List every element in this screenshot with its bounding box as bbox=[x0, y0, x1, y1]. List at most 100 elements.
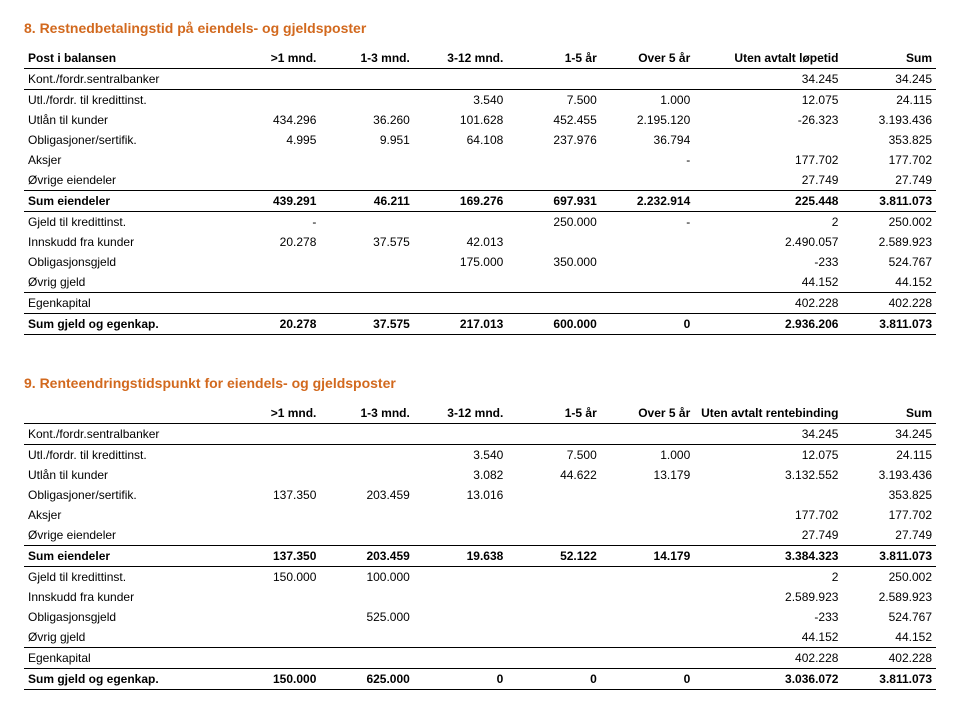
cell: 150.000 bbox=[227, 669, 320, 690]
cell: 27.749 bbox=[694, 525, 842, 546]
row-label: Øvrig gjeld bbox=[24, 272, 227, 293]
row-label: Utlån til kunder bbox=[24, 110, 227, 130]
col-header: 3-12 mnd. bbox=[414, 48, 507, 69]
cell bbox=[414, 424, 507, 445]
cell: 169.276 bbox=[414, 191, 507, 212]
cell bbox=[320, 505, 413, 525]
row-label: Øvrige eiendeler bbox=[24, 525, 227, 546]
col-header bbox=[24, 403, 227, 424]
cell bbox=[414, 150, 507, 170]
cell bbox=[320, 424, 413, 445]
cell bbox=[227, 272, 320, 293]
row-label: Øvrig gjeld bbox=[24, 627, 227, 648]
cell bbox=[414, 212, 507, 233]
cell: 44.152 bbox=[694, 272, 842, 293]
cell: 24.115 bbox=[842, 445, 936, 466]
table-row: Sum gjeld og egenkap.150.000625.0000003.… bbox=[24, 669, 936, 690]
cell: 217.013 bbox=[414, 314, 507, 335]
table-row: Øvrig gjeld44.15244.152 bbox=[24, 272, 936, 293]
cell bbox=[227, 170, 320, 191]
row-label: Gjeld til kredittinst. bbox=[24, 567, 227, 588]
cell bbox=[227, 424, 320, 445]
cell bbox=[601, 293, 694, 314]
cell bbox=[320, 587, 413, 607]
cell: 2.589.923 bbox=[694, 587, 842, 607]
cell: 100.000 bbox=[320, 567, 413, 588]
cell: 27.749 bbox=[842, 170, 936, 191]
cell bbox=[601, 525, 694, 546]
col-header: 1-5 år bbox=[507, 403, 600, 424]
row-label: Sum gjeld og egenkap. bbox=[24, 669, 227, 690]
cell: 4.995 bbox=[227, 130, 320, 150]
cell: 137.350 bbox=[227, 546, 320, 567]
cell bbox=[320, 293, 413, 314]
cell bbox=[320, 90, 413, 111]
cell bbox=[320, 525, 413, 546]
cell: 37.575 bbox=[320, 314, 413, 335]
cell bbox=[507, 424, 600, 445]
cell: 44.622 bbox=[507, 465, 600, 485]
col-header: Over 5 år bbox=[601, 48, 694, 69]
row-label: Kont./fordr.sentralbanker bbox=[24, 69, 227, 90]
row-label: Sum eiendeler bbox=[24, 546, 227, 567]
cell: 203.459 bbox=[320, 546, 413, 567]
cell: 34.245 bbox=[694, 69, 842, 90]
cell bbox=[320, 648, 413, 669]
cell: 1.000 bbox=[601, 90, 694, 111]
cell bbox=[320, 252, 413, 272]
cell bbox=[414, 587, 507, 607]
cell bbox=[414, 505, 507, 525]
cell: 46.211 bbox=[320, 191, 413, 212]
cell bbox=[227, 150, 320, 170]
row-label: Obligasjonsgjeld bbox=[24, 607, 227, 627]
cell: 625.000 bbox=[320, 669, 413, 690]
cell bbox=[320, 212, 413, 233]
cell: 9.951 bbox=[320, 130, 413, 150]
cell: 150.000 bbox=[227, 567, 320, 588]
row-label: Utlån til kunder bbox=[24, 465, 227, 485]
cell: 36.260 bbox=[320, 110, 413, 130]
cell: 19.638 bbox=[414, 546, 507, 567]
cell: 0 bbox=[601, 314, 694, 335]
cell: 3.811.073 bbox=[842, 669, 936, 690]
row-label: Innskudd fra kunder bbox=[24, 232, 227, 252]
cell: -233 bbox=[694, 607, 842, 627]
cell: 177.702 bbox=[842, 505, 936, 525]
cell: 600.000 bbox=[507, 314, 600, 335]
cell bbox=[601, 607, 694, 627]
row-label: Innskudd fra kunder bbox=[24, 587, 227, 607]
cell bbox=[507, 69, 600, 90]
cell bbox=[414, 627, 507, 648]
cell bbox=[227, 293, 320, 314]
cell bbox=[414, 648, 507, 669]
table-row: Obligasjonsgjeld525.000-233524.767 bbox=[24, 607, 936, 627]
row-label: Øvrige eiendeler bbox=[24, 170, 227, 191]
cell bbox=[227, 445, 320, 466]
table-row: Obligasjoner/sertifik.4.9959.95164.10823… bbox=[24, 130, 936, 150]
cell: 34.245 bbox=[842, 69, 936, 90]
cell: 3.132.552 bbox=[694, 465, 842, 485]
col-header: 1-3 mnd. bbox=[320, 403, 413, 424]
cell bbox=[320, 465, 413, 485]
row-label: Utl./fordr. til kredittinst. bbox=[24, 90, 227, 111]
cell bbox=[414, 170, 507, 191]
section9-title: 9. Renteendringstidspunkt for eiendels- … bbox=[24, 375, 936, 391]
table-row: Egenkapital402.228402.228 bbox=[24, 648, 936, 669]
cell bbox=[227, 90, 320, 111]
section9-table: >1 mnd.1-3 mnd.3-12 mnd.1-5 årOver 5 årU… bbox=[24, 403, 936, 690]
col-header: 1-5 år bbox=[507, 48, 600, 69]
cell: 27.749 bbox=[694, 170, 842, 191]
cell: 42.013 bbox=[414, 232, 507, 252]
cell bbox=[320, 150, 413, 170]
row-label: Egenkapital bbox=[24, 293, 227, 314]
cell: 12.075 bbox=[694, 90, 842, 111]
cell: 237.976 bbox=[507, 130, 600, 150]
col-header: >1 mnd. bbox=[227, 48, 320, 69]
cell: 250.000 bbox=[507, 212, 600, 233]
cell: 13.016 bbox=[414, 485, 507, 505]
cell: 524.767 bbox=[842, 607, 936, 627]
cell: 2.232.914 bbox=[601, 191, 694, 212]
table-row: Egenkapital402.228402.228 bbox=[24, 293, 936, 314]
cell bbox=[601, 272, 694, 293]
cell: -26.323 bbox=[694, 110, 842, 130]
